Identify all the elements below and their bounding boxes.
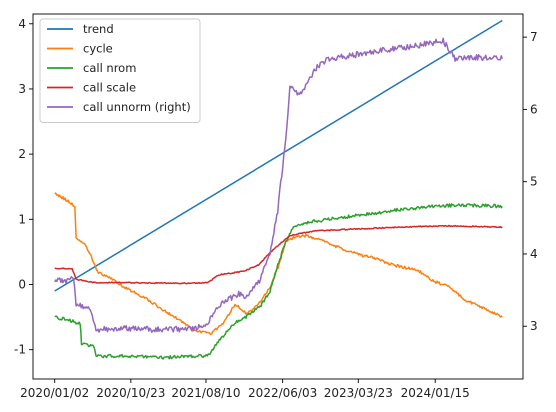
x-tick-label: 2020/01/02 xyxy=(20,386,89,400)
y-axis-right: 3 4 5 6 7 xyxy=(523,30,538,333)
legend-box xyxy=(39,18,201,123)
y-right-tick-label: 5 xyxy=(530,175,538,189)
y-left-tick-label: -1 xyxy=(14,343,26,357)
series-line-call-scale xyxy=(54,224,503,285)
x-tick-label: 2023/03/23 xyxy=(324,386,393,400)
legend-label: call nrom xyxy=(83,61,136,75)
x-tick-label: 2022/06/03 xyxy=(248,386,317,400)
legend-label: trend xyxy=(83,22,114,36)
y-right-tick-label: 4 xyxy=(530,247,538,261)
x-tick-label: 2020/10/23 xyxy=(96,386,165,400)
y-left-tick-label: 3 xyxy=(18,82,26,96)
y-left-tick-label: 4 xyxy=(18,17,26,31)
series-layer xyxy=(54,19,504,360)
y-axis-left: -1 0 1 2 3 4 xyxy=(14,17,33,357)
series-line-call-nrom xyxy=(54,203,503,360)
y-right-tick-label: 7 xyxy=(530,30,538,44)
y-left-tick-label: 0 xyxy=(18,277,26,291)
x-tick-label: 2024/01/15 xyxy=(401,386,470,400)
y-right-tick-label: 3 xyxy=(530,319,538,333)
y-left-tick-label: 1 xyxy=(18,212,26,226)
x-tick-label: 2021/08/10 xyxy=(171,386,240,400)
y-left-tick-label: 2 xyxy=(18,147,26,161)
series-line-trend xyxy=(54,19,503,292)
legend: trend cycle call nrom call scale call unnorm… xyxy=(39,18,201,123)
x-axis: 2020/01/02 2020/10/23 2021/08/10 2022/06/03… xyxy=(20,379,470,400)
legend-label: cycle xyxy=(83,42,113,56)
legend-label: call unnorm (right) xyxy=(83,100,191,114)
series-line-call-unnorm-right xyxy=(54,37,504,333)
y-right-tick-label: 6 xyxy=(530,102,538,116)
plot-frame xyxy=(32,13,524,380)
legend-label: call scale xyxy=(83,81,136,95)
